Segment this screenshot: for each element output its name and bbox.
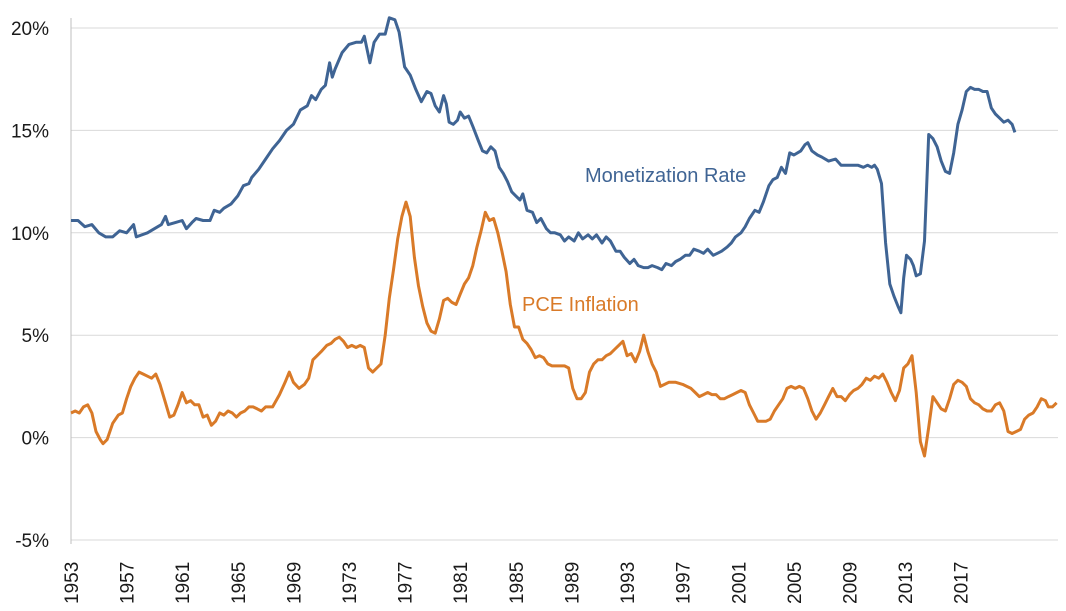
x-tick-label: 2009 xyxy=(840,562,861,604)
y-tick-label: 10% xyxy=(11,224,49,245)
y-tick-label: -5% xyxy=(15,531,49,552)
x-tick-label: 1989 xyxy=(562,562,583,604)
x-tick-label: 1981 xyxy=(451,562,472,604)
series-labels: Monetization Rate PCE Inflation xyxy=(522,165,746,316)
x-tick-label: 2001 xyxy=(729,562,750,604)
x-tick-label: 2013 xyxy=(896,562,917,604)
x-tick-label: 1965 xyxy=(229,562,250,604)
y-tick-label: 15% xyxy=(11,121,49,142)
x-tick-label: 1973 xyxy=(340,562,361,604)
x-tick-label: 2005 xyxy=(785,562,806,604)
y-tick-labels: -5% 0% 5% 10% 15% 20% xyxy=(11,19,49,552)
monetization-rate-label: Monetization Rate xyxy=(585,165,746,187)
x-tick-labels: 1953 1957 1961 1965 1969 1973 1977 1981 1985 1989… xyxy=(62,562,973,604)
pce-inflation-label: PCE Inflation xyxy=(522,294,639,316)
y-tick-label: 0% xyxy=(22,429,50,450)
x-tick-label: 1997 xyxy=(674,562,695,604)
y-gridlines xyxy=(70,18,1058,544)
x-tick-label: 1977 xyxy=(396,562,417,604)
x-tick-label: 1953 xyxy=(62,562,83,604)
series-lines xyxy=(70,16,1058,458)
x-tick-label: 2017 xyxy=(952,562,973,604)
x-tick-label: 1993 xyxy=(618,562,639,604)
x-tick-label: 1957 xyxy=(118,562,139,604)
y-tick-label: 20% xyxy=(11,19,49,40)
monetization-rate-line xyxy=(71,16,1017,315)
x-tick-label: 1961 xyxy=(173,562,194,604)
x-tick-label: 1985 xyxy=(507,562,528,604)
pce-inflation-line xyxy=(70,200,1058,458)
y-tick-label: 5% xyxy=(22,326,50,347)
x-tick-label: 1969 xyxy=(284,562,305,604)
